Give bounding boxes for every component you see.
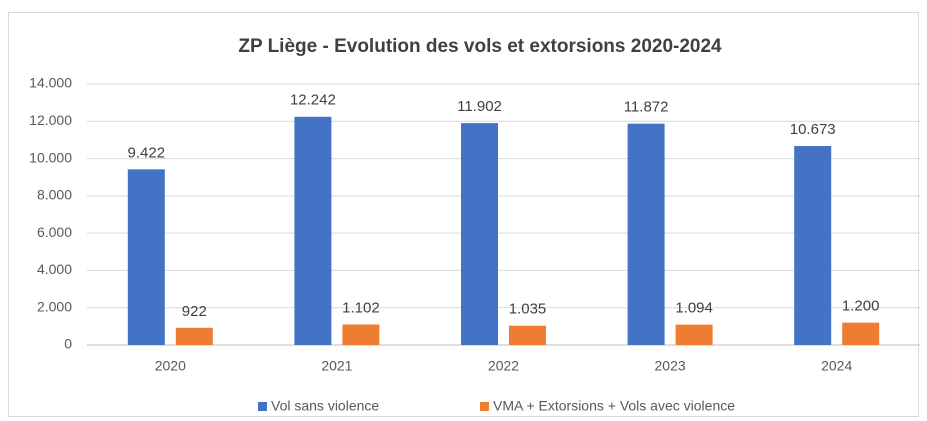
data-label: 9.422 bbox=[128, 144, 166, 161]
x-tick-label: 2020 bbox=[155, 358, 186, 374]
data-label: 1.035 bbox=[509, 301, 547, 318]
data-label: 922 bbox=[182, 303, 207, 320]
y-tick-label: 12.000 bbox=[29, 112, 72, 128]
legend-swatch bbox=[480, 402, 489, 411]
bar bbox=[294, 116, 332, 345]
legend-label: VMA + Extorsions + Vols avec violence bbox=[493, 398, 735, 414]
bar bbox=[461, 123, 498, 345]
x-tick-label: 2022 bbox=[488, 358, 519, 374]
y-tick-label: 2.000 bbox=[37, 298, 72, 314]
bar bbox=[342, 324, 380, 345]
data-label: 12.242 bbox=[290, 92, 336, 109]
data-label: 1.200 bbox=[842, 298, 880, 315]
data-label: 11.872 bbox=[624, 99, 669, 116]
y-tick-label: 4.000 bbox=[37, 261, 72, 277]
bar bbox=[794, 146, 832, 345]
y-tick-label: 8.000 bbox=[37, 187, 72, 203]
data-label: 10.673 bbox=[790, 121, 836, 138]
legend-swatch bbox=[258, 402, 267, 411]
chart-title: ZP Liège - Evolution des vols et extorsi… bbox=[238, 36, 722, 57]
bar bbox=[509, 325, 546, 345]
bar bbox=[627, 123, 665, 345]
bar bbox=[675, 324, 713, 345]
y-tick-label: 0 bbox=[64, 336, 72, 352]
legend-label: Vol sans violence bbox=[271, 398, 379, 414]
y-tick-label: 14.000 bbox=[29, 75, 72, 91]
x-tick-label: 2024 bbox=[821, 358, 852, 374]
data-label: 1.102 bbox=[342, 299, 380, 316]
bar bbox=[127, 169, 165, 345]
x-tick-label: 2023 bbox=[655, 358, 686, 374]
bar bbox=[175, 327, 213, 345]
y-tick-label: 10.000 bbox=[29, 149, 72, 165]
x-tick-label: 2021 bbox=[321, 358, 352, 374]
bar bbox=[842, 322, 880, 345]
y-tick-label: 6.000 bbox=[37, 224, 72, 240]
data-label: 11.902 bbox=[457, 98, 502, 115]
data-label: 1.094 bbox=[675, 300, 713, 317]
